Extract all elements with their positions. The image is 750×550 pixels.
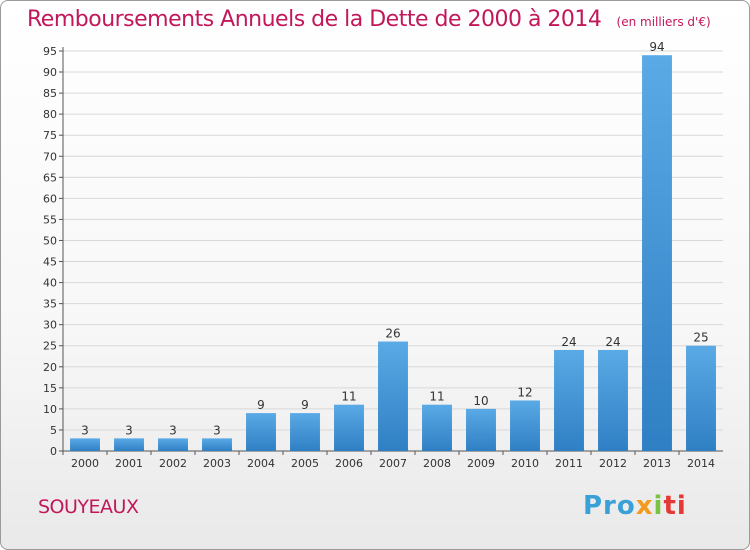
bar-value-label: 10 bbox=[473, 394, 488, 408]
y-tick-label: 70 bbox=[43, 150, 57, 163]
bar bbox=[202, 438, 232, 451]
bar bbox=[114, 438, 144, 451]
x-tick-label: 2007 bbox=[379, 457, 407, 470]
bar-value-label: 3 bbox=[169, 423, 177, 437]
y-tick-label: 75 bbox=[43, 129, 57, 142]
y-tick-label: 45 bbox=[43, 256, 57, 269]
y-tick-label: 60 bbox=[43, 192, 57, 205]
x-tick-label: 2011 bbox=[555, 457, 583, 470]
y-tick-label: 5 bbox=[50, 424, 57, 437]
y-tick-label: 10 bbox=[43, 403, 57, 416]
bar bbox=[70, 438, 100, 451]
x-tick-label: 2003 bbox=[203, 457, 231, 470]
y-tick-label: 95 bbox=[43, 45, 57, 58]
bar bbox=[378, 341, 408, 451]
x-tick-label: 2010 bbox=[511, 457, 539, 470]
chart-title-block: Remboursements Annuels de la Dette de 20… bbox=[27, 7, 711, 32]
y-tick-label: 30 bbox=[43, 319, 57, 332]
bar bbox=[554, 349, 584, 451]
bar-value-label: 94 bbox=[649, 40, 664, 54]
bar-value-label: 3 bbox=[125, 423, 133, 437]
bar-value-label: 9 bbox=[257, 398, 265, 412]
bar bbox=[466, 408, 496, 451]
x-tick-label: 2014 bbox=[687, 457, 715, 470]
bar-value-label: 26 bbox=[385, 327, 400, 341]
bar-value-label: 11 bbox=[341, 390, 356, 404]
y-tick-label: 90 bbox=[43, 66, 57, 79]
bar bbox=[422, 404, 452, 451]
logo-part-1: Pro bbox=[583, 491, 636, 521]
x-tick-label: 2005 bbox=[291, 457, 319, 470]
bar-value-label: 24 bbox=[561, 335, 576, 349]
x-tick-label: 2000 bbox=[71, 457, 99, 470]
bar bbox=[510, 400, 540, 451]
bar-value-label: 25 bbox=[693, 331, 708, 345]
place-name: SOUYEAUX bbox=[38, 496, 139, 518]
x-tick-label: 2008 bbox=[423, 457, 451, 470]
logo-part-3: i bbox=[653, 491, 664, 521]
y-tick-label: 35 bbox=[43, 298, 57, 311]
bar bbox=[334, 404, 364, 451]
logo-part-4: ti bbox=[663, 491, 687, 521]
x-tick-label: 2002 bbox=[159, 457, 187, 470]
bar bbox=[246, 413, 276, 451]
x-tick-label: 2001 bbox=[115, 457, 143, 470]
x-tick-label: 2004 bbox=[247, 457, 275, 470]
y-tick-label: 20 bbox=[43, 361, 57, 374]
x-tick-label: 2009 bbox=[467, 457, 495, 470]
y-tick-label: 40 bbox=[43, 277, 57, 290]
proxiti-logo[interactable]: Proxiti bbox=[583, 491, 687, 521]
chart-title: Remboursements Annuels de la Dette de 20… bbox=[27, 7, 602, 32]
bar bbox=[686, 345, 716, 451]
bar bbox=[598, 349, 628, 451]
bar-value-label: 11 bbox=[429, 390, 444, 404]
chart-subtitle: (en milliers d'€) bbox=[616, 15, 711, 29]
bar-value-label: 12 bbox=[517, 385, 532, 399]
x-tick-label: 2012 bbox=[599, 457, 627, 470]
logo-part-2: x bbox=[635, 491, 654, 521]
y-tick-label: 25 bbox=[43, 340, 57, 353]
x-tick-label: 2006 bbox=[335, 457, 363, 470]
bar bbox=[158, 438, 188, 451]
y-tick-label: 15 bbox=[43, 382, 57, 395]
bar bbox=[290, 413, 320, 451]
y-tick-label: 65 bbox=[43, 171, 57, 184]
y-tick-label: 85 bbox=[43, 87, 57, 100]
y-tick-label: 0 bbox=[50, 445, 57, 458]
y-tick-label: 50 bbox=[43, 234, 57, 247]
bar bbox=[642, 55, 672, 452]
x-tick-label: 2013 bbox=[643, 457, 671, 470]
y-tick-label: 80 bbox=[43, 108, 57, 121]
bar-value-label: 9 bbox=[301, 398, 309, 412]
bar-value-label: 24 bbox=[605, 335, 620, 349]
y-tick-label: 55 bbox=[43, 213, 57, 226]
bar-value-label: 3 bbox=[213, 423, 221, 437]
bar-value-label: 3 bbox=[81, 423, 89, 437]
